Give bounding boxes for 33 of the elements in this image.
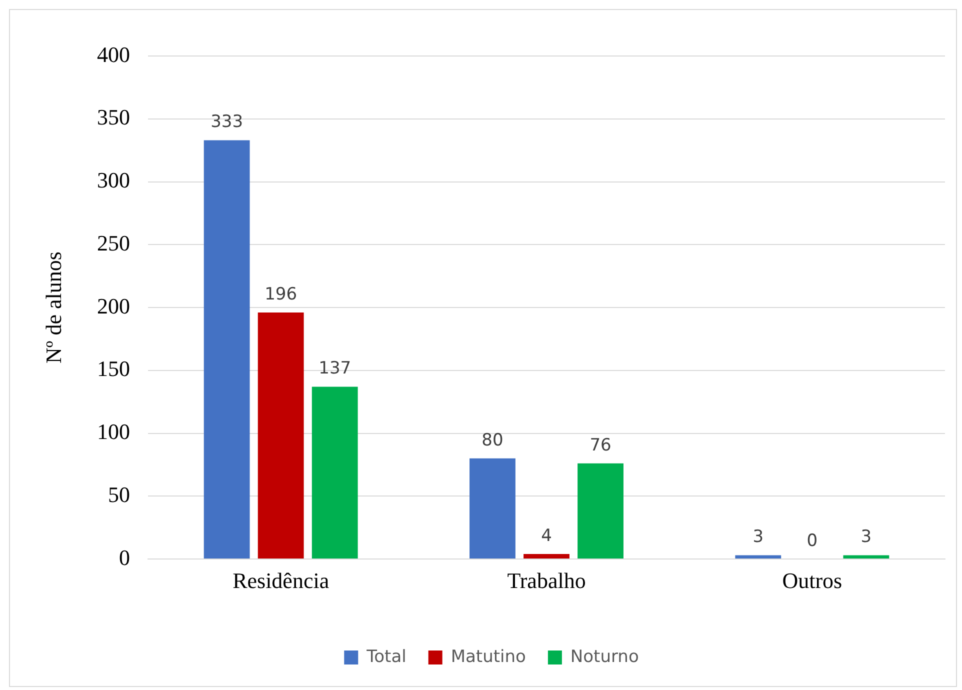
x-tick-label: Residência: [232, 568, 330, 593]
bar: [204, 140, 250, 558]
x-tick-label: Outros: [782, 568, 842, 593]
bar: [843, 555, 890, 558]
data-label: 80: [482, 430, 504, 450]
y-tick-label: 400: [97, 42, 130, 67]
legend-label: Noturno: [570, 646, 639, 667]
y-tick-label: 300: [97, 168, 130, 193]
x-tick-label: Trabalho: [507, 568, 586, 593]
bar: [470, 458, 516, 558]
y-tick-label: 200: [97, 293, 130, 318]
bar: [524, 554, 570, 558]
legend-label: Matutino: [450, 646, 526, 667]
y-tick-label: 0: [119, 544, 130, 570]
y-tick-label: 100: [97, 419, 130, 444]
y-tick-label: 250: [97, 230, 130, 256]
data-label: 3: [860, 527, 872, 548]
bar: [312, 386, 358, 558]
data-label: 3: [752, 527, 764, 548]
data-label: 137: [318, 358, 352, 379]
bar: [735, 555, 782, 558]
bar: [578, 463, 624, 558]
data-label: 0: [806, 530, 818, 551]
data-label: 333: [210, 112, 244, 132]
legend-label: Total: [366, 646, 406, 667]
y-tick-label: 150: [97, 356, 130, 382]
data-label: 4: [541, 526, 552, 546]
data-label: 76: [590, 435, 612, 456]
bar: [258, 312, 304, 558]
data-label: 196: [264, 284, 298, 304]
y-tick-label: 50: [108, 482, 130, 507]
y-axis-title: Nº de alunos: [40, 252, 66, 364]
y-tick-label: 350: [97, 104, 130, 130]
